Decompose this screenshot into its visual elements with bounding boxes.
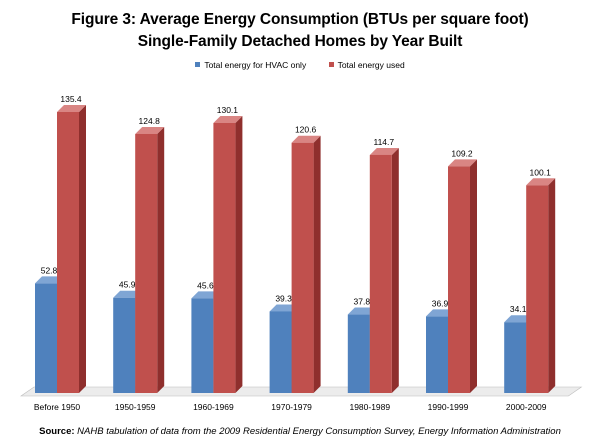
bar-top-hvac-6	[504, 315, 534, 323]
data-label-total-0: 135.4	[60, 94, 82, 104]
bar-hvac-5	[426, 316, 448, 393]
data-label-total-6: 100.1	[530, 167, 552, 177]
legend-label-total: Total energy used	[337, 60, 405, 70]
bar-top-hvac-5	[426, 309, 455, 317]
bar-hvac-0	[35, 283, 57, 393]
legend-item-total: Total energy used	[328, 60, 405, 70]
bar-top-total-2	[213, 115, 243, 123]
bar-hvac-2	[191, 298, 214, 393]
bar-side-total-4	[391, 147, 399, 393]
bar-top-total-1	[135, 126, 165, 134]
x-tick-label-0: Before 1950	[34, 402, 81, 412]
bar-hvac-4	[347, 314, 370, 393]
bar-total-0	[57, 112, 79, 393]
bar-total-1	[135, 133, 158, 393]
data-label-total-5: 109.2	[451, 148, 473, 158]
bar-top-total-4	[369, 147, 399, 155]
bar-total-4	[369, 154, 392, 393]
data-label-total-3: 120.6	[295, 125, 317, 135]
bar-hvac-6	[504, 322, 527, 393]
legend-item-hvac: Total energy for HVAC only	[195, 60, 306, 70]
bar-total-3	[291, 142, 314, 393]
data-label-hvac-4: 37.8	[354, 297, 371, 307]
bar-top-total-0	[57, 105, 86, 112]
bar-side-total-3	[313, 135, 321, 394]
legend-swatch-hvac	[195, 62, 201, 67]
data-label-hvac-3: 39.3	[275, 293, 292, 303]
bar-total-2	[213, 122, 236, 393]
chart-title-line-2: Single-Family Detached Homes by Year Bui…	[137, 33, 463, 50]
data-label-total-4: 114.7	[373, 137, 394, 147]
bar-top-total-3	[291, 135, 321, 143]
x-tick-label-3: 1970-1979	[271, 402, 312, 412]
bar-side-total-1	[157, 126, 165, 393]
bar-top-total-6	[526, 178, 556, 186]
data-label-total-2: 130.1	[217, 105, 239, 115]
bar-top-total-5	[448, 159, 477, 167]
x-tick-label-1: 1950-1959	[115, 402, 156, 412]
bar-top-hvac-2	[191, 291, 221, 299]
chart-legend: Total energy for HVAC only Total energy …	[0, 60, 600, 70]
bar-side-total-2	[235, 115, 243, 393]
bar-side-total-5	[470, 159, 477, 393]
data-label-hvac-6: 34.1	[510, 304, 527, 314]
data-label-hvac-5: 36.9	[432, 298, 449, 308]
bar-side-total-6	[548, 178, 556, 393]
legend-label-hvac: Total energy for HVAC only	[204, 60, 307, 70]
bar-top-hvac-1	[113, 290, 143, 298]
data-label-hvac-0: 52.8	[41, 265, 58, 275]
legend-swatch-total	[328, 62, 334, 67]
source-text: NAHB tabulation of data from the 2009 Re…	[77, 426, 561, 437]
data-label-hvac-2: 45.6	[197, 280, 214, 290]
bar-top-hvac-0	[35, 276, 64, 284]
bar-total-5	[448, 166, 470, 393]
bar-total-6	[526, 185, 549, 393]
data-label-hvac-1: 45.9	[119, 280, 136, 290]
bar-hvac-3	[269, 311, 292, 393]
x-tick-label-4: 1980-1989	[349, 402, 390, 412]
source-label: Source:	[39, 426, 75, 437]
chart-title-line-1: Figure 3: Average Energy Consumption (BT…	[71, 11, 529, 28]
x-tick-label-2: 1960-1969	[193, 402, 234, 412]
bar-hvac-1	[113, 297, 136, 393]
source-note: Source: NAHB tabulation of data from the…	[0, 426, 600, 437]
bar-top-hvac-3	[269, 304, 299, 312]
x-tick-label-6: 2000-2009	[506, 402, 547, 412]
bar-side-total-0	[79, 105, 86, 393]
data-label-total-1: 124.8	[139, 116, 161, 126]
bar-top-hvac-4	[347, 307, 377, 315]
x-tick-label-5: 1990-1999	[428, 402, 469, 412]
